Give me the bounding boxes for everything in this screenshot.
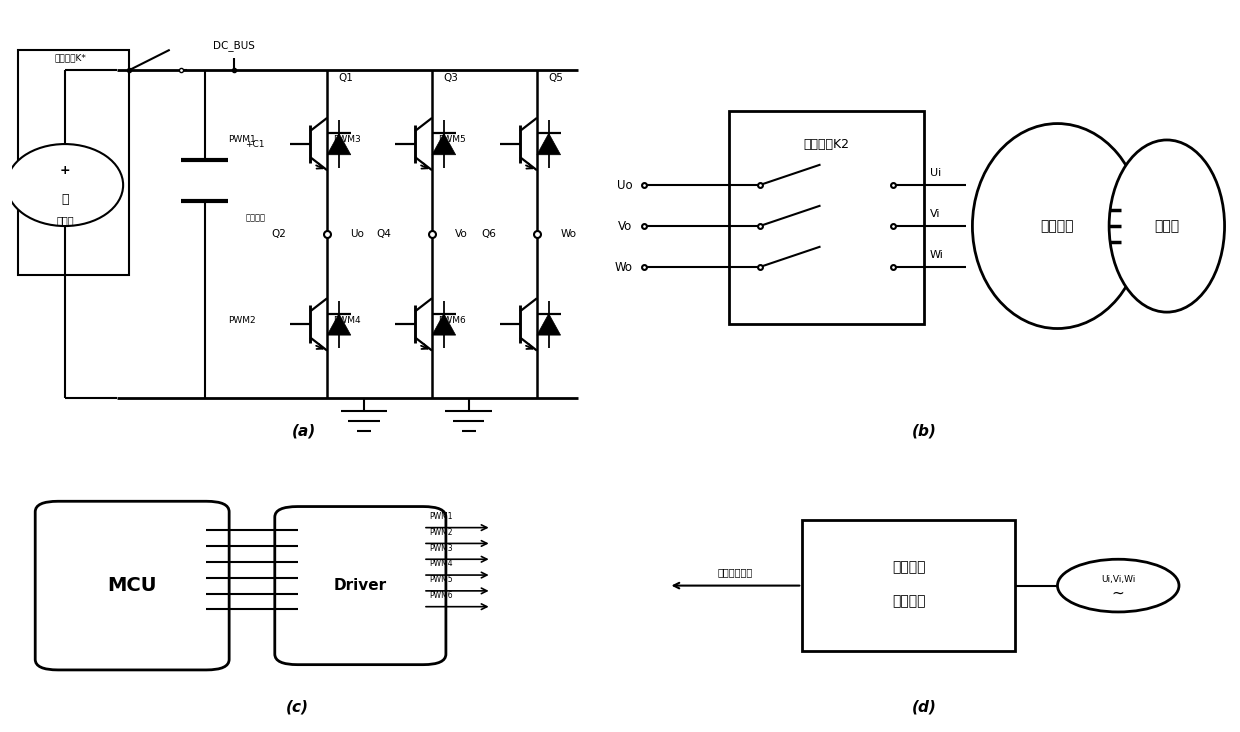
Circle shape [1058,559,1179,612]
Text: 滤波电容: 滤波电容 [246,213,265,223]
Text: Ui,Vi,Wi: Ui,Vi,Wi [1101,575,1136,583]
FancyBboxPatch shape [35,501,229,670]
Text: 启动电机: 启动电机 [1040,219,1074,233]
Bar [19,50,129,275]
Text: PWM3: PWM3 [332,135,361,144]
Text: Uo: Uo [616,179,632,192]
Text: Q2: Q2 [272,229,286,239]
Text: 电子开关K*: 电子开关K* [55,53,87,62]
Text: PWM3: PWM3 [429,544,453,553]
Text: PWM1: PWM1 [429,512,453,521]
Text: Ui: Ui [930,168,941,178]
Text: (c): (c) [286,699,309,714]
Polygon shape [537,314,560,335]
Text: PWM4: PWM4 [332,315,361,325]
Text: PWM4: PWM4 [429,559,453,569]
Polygon shape [327,314,351,335]
Text: Q3: Q3 [444,73,459,83]
Ellipse shape [972,124,1142,329]
Text: 蓄电池: 蓄电池 [56,215,73,225]
Polygon shape [537,133,560,154]
Bar [729,111,924,324]
Text: PWM2: PWM2 [228,315,255,325]
Text: PWM2: PWM2 [429,528,453,537]
Text: PWM5: PWM5 [438,135,465,144]
Text: DC_BUS: DC_BUS [213,40,254,51]
Text: Driver: Driver [334,578,387,593]
Text: Vo: Vo [455,229,467,239]
FancyBboxPatch shape [275,507,446,665]
Text: Q1: Q1 [339,73,353,83]
Text: PWM6: PWM6 [438,315,465,325]
Text: Wo: Wo [614,261,632,274]
Text: (a): (a) [291,424,316,438]
Text: Vo: Vo [618,220,632,233]
Text: 启动点火: 启动点火 [892,560,925,574]
Circle shape [6,144,123,226]
Text: Q4: Q4 [377,229,391,239]
Bar [802,520,1014,651]
Text: (d): (d) [911,699,936,714]
Text: Vi: Vi [930,209,940,219]
Text: (b): (b) [911,424,936,438]
Text: +C1: +C1 [246,140,265,149]
Text: ~: ~ [1112,586,1125,601]
Text: Wi: Wi [930,250,944,260]
Text: －: － [61,193,68,206]
Text: Q5: Q5 [548,73,563,83]
Text: PWM5: PWM5 [429,575,453,584]
Text: 互锁装置: 互锁装置 [892,594,925,608]
Text: Q6: Q6 [481,229,496,239]
Text: PWM6: PWM6 [429,591,453,600]
Text: MCU: MCU [108,576,157,595]
Text: Wo: Wo [560,229,577,239]
Text: 发动机: 发动机 [1154,219,1179,233]
Polygon shape [432,314,455,335]
Text: PWM1: PWM1 [228,135,255,144]
Ellipse shape [1109,140,1225,312]
Text: 启动状态信号: 启动状态信号 [718,567,753,578]
Text: +: + [60,164,71,177]
Polygon shape [432,133,455,154]
Text: 电子开关K2: 电子开关K2 [804,138,849,151]
Polygon shape [327,133,351,154]
Text: Uo: Uo [351,229,365,239]
